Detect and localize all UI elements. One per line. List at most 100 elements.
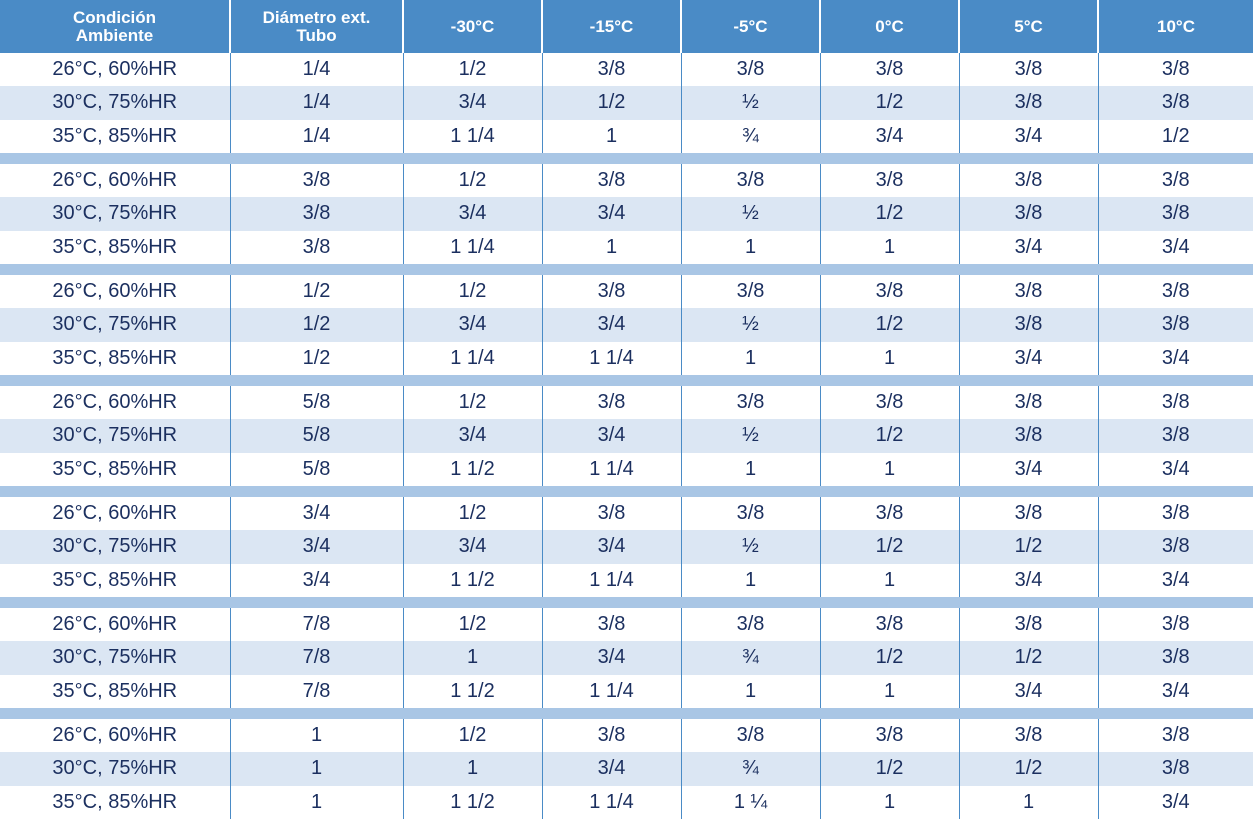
table-row: 35°C, 85%HR 3/8 1 1/4 1 1 1 3/4 3/4 — [0, 230, 1253, 264]
table-cell: 3/8 — [958, 86, 1098, 120]
table-cell: 3/4 — [958, 452, 1098, 486]
table-cell: 1 — [819, 674, 959, 708]
table-cell: 3/4 — [958, 563, 1098, 597]
table-cell: 1 1/4 — [541, 785, 681, 819]
table-cell: 1/4 — [229, 119, 403, 153]
table-cell: 1 — [229, 785, 403, 819]
table-cell: 1/2 — [402, 163, 542, 198]
table-cell: 1 1/4 — [402, 119, 542, 153]
table-cell: 1 — [819, 785, 959, 819]
table-row: 35°C, 85%HR 5/8 1 1/2 1 1/4 1 1 3/4 3/4 — [0, 452, 1253, 486]
separator-cell — [0, 596, 1253, 608]
header-cell: Condición Ambiente — [0, 0, 230, 53]
table-cell: 3/8 — [958, 163, 1098, 198]
table-cell: ¾ — [680, 641, 820, 675]
table-cell: 1 — [819, 230, 959, 264]
table-cell: 3/4 — [229, 496, 403, 531]
table-row: 26°C, 60%HR 1/4 1/2 3/8 3/8 3/8 3/8 3/8 — [0, 53, 1253, 87]
table-row: 30°C, 75%HR 3/8 3/4 3/4 ½ 1/2 3/8 3/8 — [0, 197, 1253, 231]
table-cell: 30°C, 75%HR — [0, 308, 230, 342]
table-cell: 3/4 — [958, 230, 1098, 264]
group-separator — [0, 596, 1253, 608]
header-cell: 10°C — [1097, 0, 1253, 53]
table-cell: 3/8 — [1097, 86, 1253, 120]
header-text: -30°C — [450, 16, 495, 36]
table-cell: 1/2 — [819, 530, 959, 564]
group-separator — [0, 485, 1253, 497]
table-cell: 3/8 — [819, 607, 959, 642]
table-cell: ¾ — [680, 119, 820, 153]
separator-cell — [0, 374, 1253, 386]
table-cell: 1 — [680, 563, 820, 597]
header-cell: -15°C — [541, 0, 681, 53]
table-cell: 1/2 — [819, 197, 959, 231]
table-cell: 1 — [680, 452, 820, 486]
table-cell: 1/2 — [402, 607, 542, 642]
table-cell: 3/4 — [541, 308, 681, 342]
header-text: -5°C — [733, 16, 768, 36]
table-cell: 30°C, 75%HR — [0, 197, 230, 231]
table-cell: 3/8 — [958, 718, 1098, 753]
table-cell: 3/4 — [402, 308, 542, 342]
table-cell: 1/2 — [958, 641, 1098, 675]
table-cell: 3/8 — [541, 274, 681, 309]
table-cell: 3/8 — [680, 163, 820, 198]
table-cell: 1/2 — [541, 86, 681, 120]
table-cell: 3/4 — [1097, 341, 1253, 375]
table-cell: 3/8 — [958, 496, 1098, 531]
table-cell: 3/8 — [541, 496, 681, 531]
table-cell: 3/4 — [1097, 452, 1253, 486]
table-cell: 3/8 — [229, 197, 403, 231]
table-cell: 3/4 — [402, 197, 542, 231]
group-separator — [0, 707, 1253, 719]
table-cell: 1/2 — [229, 308, 403, 342]
table-cell: 7/8 — [229, 674, 403, 708]
separator-cell — [0, 707, 1253, 719]
header-text: 10°C — [1157, 16, 1195, 36]
table-cell: 1 — [958, 785, 1098, 819]
table-cell: 3/8 — [1097, 530, 1253, 564]
table-cell: 35°C, 85%HR — [52, 568, 178, 591]
table-cell: 3/8 — [958, 607, 1098, 642]
header-text: -15°C — [589, 16, 634, 36]
header-cell: 5°C — [958, 0, 1098, 53]
table-cell: 30°C, 75%HR — [0, 530, 230, 564]
table-header: Condición Ambiente Diámetro ext. Tubo -30°C -… — [0, 0, 1253, 53]
table-cell: 1/2 — [229, 341, 403, 375]
table-cell: 3/8 — [680, 718, 820, 753]
table-row: 30°C, 75%HR 1/4 3/4 1/2 ½ 1/2 3/8 3/8 — [0, 86, 1253, 120]
table-cell: 1 — [402, 752, 542, 786]
table-cell: 26°C, 60%HR — [52, 724, 178, 747]
table-cell: 5/8 — [229, 452, 403, 486]
table-row: 30°C, 75%HR 5/8 3/4 3/4 ½ 1/2 3/8 3/8 — [0, 419, 1253, 453]
table-cell: 1/2 — [402, 53, 542, 87]
header-text: 0°C — [875, 16, 904, 36]
table-cell: 3/4 — [541, 641, 681, 675]
table-row: 26°C, 60%HR 5/8 1/2 3/8 3/8 3/8 3/8 3/8 — [0, 385, 1253, 420]
table-row: 30°C, 75%HR 1/2 3/4 3/4 ½ 1/2 3/8 3/8 — [0, 308, 1253, 342]
table-cell: 3/8 — [680, 607, 820, 642]
table-cell: 3/4 — [819, 119, 959, 153]
table-cell: 1 1/4 — [541, 341, 681, 375]
table-cell: 3/8 — [541, 385, 681, 420]
separator-cell — [0, 485, 1253, 497]
table-cell: ½ — [680, 419, 820, 453]
table-row: 30°C, 75%HR 3/4 3/4 3/4 ½ 1/2 1/2 3/8 — [0, 530, 1253, 564]
table-cell: 26°C, 60%HR — [52, 58, 178, 81]
table-cell: 1 — [541, 119, 681, 153]
header-row: Condición Ambiente Diámetro ext. Tubo -30°C -… — [0, 0, 1253, 53]
table-cell: 1/2 — [402, 496, 542, 531]
table-cell: 3/4 — [541, 530, 681, 564]
table-cell: 1 — [402, 641, 542, 675]
table-cell: 26°C, 60%HR — [52, 613, 178, 636]
table-row: 26°C, 60%HR 3/4 1/2 3/8 3/8 3/8 3/8 3/8 — [0, 496, 1253, 531]
header-cell: -30°C — [402, 0, 542, 53]
table-cell: 3/4 — [402, 419, 542, 453]
table-cell: 3/8 — [819, 718, 959, 753]
table-cell: 1/2 — [819, 641, 959, 675]
table-cell: 3/8 — [1097, 607, 1253, 642]
table-row: 35°C, 85%HR 1/2 1 1/4 1 1/4 1 1 3/4 3/4 — [0, 341, 1253, 375]
table-cell: ½ — [680, 197, 820, 231]
table-cell: 3/4 — [541, 197, 681, 231]
